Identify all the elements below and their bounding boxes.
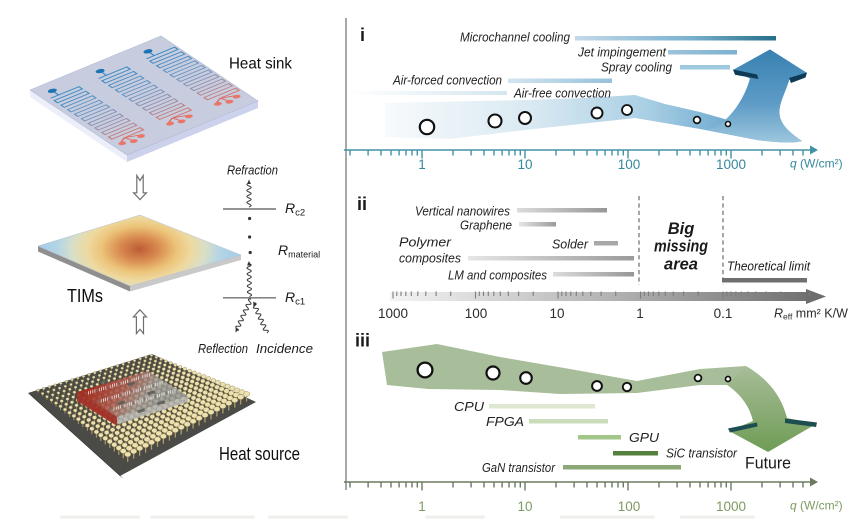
svg-text:LM and composites: LM and composites xyxy=(448,268,547,283)
svg-text:1000: 1000 xyxy=(716,157,746,172)
svg-text:Reflection: Reflection xyxy=(198,341,248,356)
svg-text:100: 100 xyxy=(465,306,488,321)
svg-text:Jet impingement: Jet impingement xyxy=(577,45,667,60)
svg-text:Vertical nanowires: Vertical nanowires xyxy=(415,204,510,219)
svg-text:iii: iii xyxy=(355,331,370,351)
svg-text:Heat sink: Heat sink xyxy=(229,56,293,73)
svg-text:Rmaterial: Rmaterial xyxy=(278,242,320,260)
svg-text:Air-free convection: Air-free convection xyxy=(513,86,611,101)
svg-text:composites: composites xyxy=(399,251,461,266)
svg-text:1: 1 xyxy=(636,306,644,321)
svg-text:0.1: 0.1 xyxy=(714,306,733,321)
svg-text:1: 1 xyxy=(418,157,426,172)
svg-text:i: i xyxy=(360,25,365,45)
svg-text:1000: 1000 xyxy=(378,306,408,321)
svg-text:Theoretical limit: Theoretical limit xyxy=(727,260,810,274)
svg-text:Incidence: Incidence xyxy=(256,341,313,356)
svg-text:10: 10 xyxy=(517,157,532,172)
svg-text:100: 100 xyxy=(618,157,641,172)
svg-text:Solder: Solder xyxy=(552,237,589,252)
svg-text:missing: missing xyxy=(654,238,708,256)
svg-text:SiC transistor: SiC transistor xyxy=(666,446,738,461)
svg-text:GaN transistor: GaN transistor xyxy=(482,460,556,475)
svg-text:FPGA: FPGA xyxy=(486,414,524,429)
svg-text:10: 10 xyxy=(549,306,564,321)
svg-text:Graphene: Graphene xyxy=(460,218,512,233)
svg-text:GPU: GPU xyxy=(629,430,660,445)
svg-text:1: 1 xyxy=(418,499,426,514)
svg-text:10: 10 xyxy=(517,499,532,514)
svg-text:Reff mm² K/W: Reff mm² K/W xyxy=(774,307,848,322)
svg-text:q (W/cm²): q (W/cm²) xyxy=(790,499,843,513)
svg-text:ii: ii xyxy=(357,194,367,214)
svg-text:Rc1: Rc1 xyxy=(285,289,305,308)
svg-text:area: area xyxy=(664,256,698,274)
svg-text:Rc2: Rc2 xyxy=(285,200,305,219)
svg-text:q (W/cm²): q (W/cm²) xyxy=(790,157,843,171)
svg-text:TIMs: TIMs xyxy=(67,286,103,306)
svg-text:Microchannel cooling: Microchannel cooling xyxy=(460,30,571,45)
svg-text:Spray cooling: Spray cooling xyxy=(601,60,673,75)
svg-text:Big: Big xyxy=(668,220,695,238)
svg-text:Heat source: Heat source xyxy=(219,443,300,464)
svg-text:Future: Future xyxy=(745,454,791,473)
svg-text:100: 100 xyxy=(618,499,641,514)
svg-text:Refraction: Refraction xyxy=(227,163,278,178)
svg-text:Polymer: Polymer xyxy=(399,235,452,250)
svg-text:1000: 1000 xyxy=(716,499,746,514)
svg-text:CPU: CPU xyxy=(454,399,485,414)
svg-text:Air-forced convection: Air-forced convection xyxy=(392,73,502,88)
